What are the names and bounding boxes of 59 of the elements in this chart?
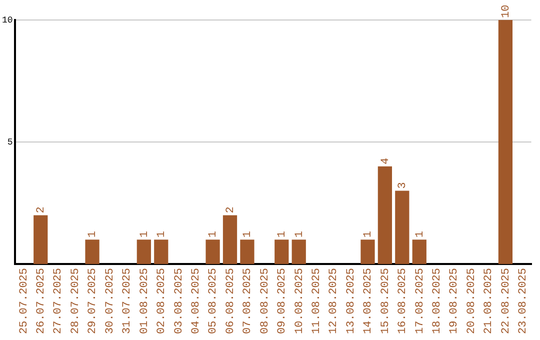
bar — [498, 20, 513, 264]
x-tick-label: 13.08.2025 — [345, 268, 358, 334]
x-tick-label: 19.08.2025 — [448, 268, 461, 334]
bar — [274, 240, 289, 264]
bar — [34, 215, 48, 264]
x-tick-label: 29.07.2025 — [87, 268, 100, 334]
x-tick-label: 07.08.2025 — [242, 268, 254, 334]
data-label: 2 — [224, 206, 237, 214]
bar — [292, 240, 306, 264]
x-tick-label: 23.08.2025 — [518, 268, 530, 334]
x-tick-label: 30.07.2025 — [104, 268, 116, 334]
bar — [154, 240, 168, 264]
bar — [395, 190, 410, 264]
x-tick-label: 27.07.2025 — [52, 268, 65, 334]
y-tick-label: 5 — [7, 137, 13, 148]
x-tick-label: 08.08.2025 — [259, 268, 272, 334]
x-tick-label: 14.08.2025 — [362, 268, 375, 334]
bar — [360, 240, 375, 264]
x-tick-label: 31.07.2025 — [122, 268, 134, 334]
x-tick-label: 02.08.2025 — [156, 268, 168, 334]
x-tick-label: 17.08.2025 — [414, 268, 426, 334]
data-label: 1 — [414, 230, 426, 238]
data-label: 1 — [294, 230, 306, 238]
data-label: 2 — [36, 206, 48, 214]
x-tick-label: 01.08.2025 — [138, 268, 151, 334]
data-label: 1 — [138, 230, 151, 238]
data-label: 1 — [208, 230, 220, 238]
data-label: 10 — [500, 4, 512, 18]
data-label: 1 — [87, 230, 100, 238]
bar — [222, 215, 238, 264]
data-label: 4 — [380, 157, 392, 164]
bar — [206, 240, 220, 264]
data-label: 3 — [397, 182, 410, 189]
x-tick-label: 12.08.2025 — [328, 268, 340, 334]
x-tick-label: 16.08.2025 — [397, 268, 410, 334]
bar — [412, 240, 426, 264]
bar — [85, 240, 100, 264]
x-tick-label: 09.08.2025 — [276, 268, 289, 334]
x-tick-label: 10.08.2025 — [294, 268, 306, 334]
x-tick-label: 20.08.2025 — [466, 268, 478, 334]
bar — [378, 166, 392, 264]
bar — [240, 240, 254, 264]
x-tick-label: 05.08.2025 — [208, 268, 220, 334]
x-tick-label: 06.08.2025 — [224, 268, 237, 334]
x-tick-label: 28.07.2025 — [70, 268, 82, 334]
x-tick-label: 25.07.2025 — [18, 268, 30, 334]
data-label: 1 — [362, 230, 375, 238]
x-tick-label: 22.08.2025 — [500, 268, 512, 334]
x-tick-label: 04.08.2025 — [190, 268, 202, 334]
x-tick-label: 18.08.2025 — [431, 268, 444, 334]
x-tick-label: 15.08.2025 — [380, 268, 392, 334]
data-label: 1 — [156, 230, 168, 238]
x-tick-label: 26.07.2025 — [36, 268, 48, 334]
data-label: 1 — [242, 230, 254, 238]
x-tick-label: 03.08.2025 — [173, 268, 186, 334]
x-tick-label: 21.08.2025 — [483, 268, 496, 334]
x-tick-label: 11.08.2025 — [310, 268, 323, 334]
bar — [136, 240, 151, 264]
data-label: 1 — [276, 230, 289, 238]
